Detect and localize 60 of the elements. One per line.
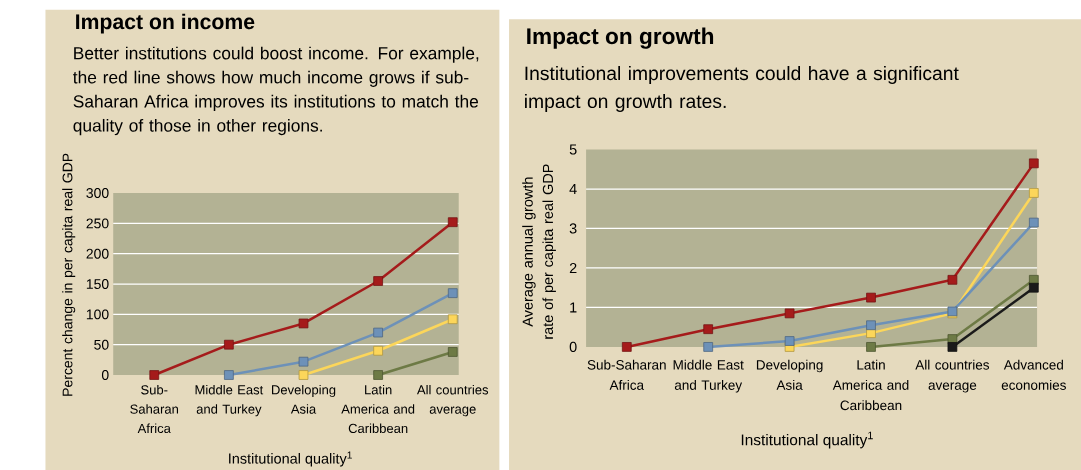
y-tick-label: 2	[569, 262, 577, 273]
x-tick-label: Latin America and Caribbean	[832, 359, 909, 410]
x-tick-label: Developing Asia	[272, 384, 336, 414]
point	[224, 370, 234, 380]
point	[621, 341, 632, 352]
point	[703, 324, 714, 334]
point	[298, 356, 309, 367]
y-tick-label: 4	[569, 183, 577, 194]
point	[373, 276, 383, 286]
x-axis-title: Institutional quality$^{1}$	[741, 431, 873, 449]
chart-subtitle: Better institutions could boost income. For example, the red line shows how much income grows if sub-Saharan Africa improves its institutions to match the quality of those in other regions.	[73, 46, 479, 135]
x-tick-label: Sub-Saharan Africa	[130, 384, 179, 433]
y-axis-title: Percent change in per capita real GDP	[62, 153, 76, 396]
point	[298, 370, 309, 380]
x-tick-label: Developing Asia	[756, 359, 823, 390]
y-tick-label: 200	[86, 248, 109, 259]
point	[947, 341, 958, 352]
point	[1028, 187, 1039, 198]
chart-title: Impact on income	[76, 13, 255, 34]
point	[447, 288, 458, 298]
y-tick-label: 3	[569, 223, 577, 234]
point	[947, 274, 958, 285]
x-tick-label: Middle East and Turkey	[673, 359, 744, 393]
point	[703, 341, 714, 352]
y-tick-label: 150	[86, 278, 109, 289]
point	[1028, 158, 1039, 169]
y-tick-label: 250	[86, 218, 109, 229]
x-tick-label: All countries average	[915, 359, 990, 393]
y-tick-label: 1	[570, 302, 577, 313]
x-tick-label: Sub-Saharan Africa	[587, 359, 666, 390]
point	[1028, 217, 1039, 228]
point	[784, 336, 795, 346]
x-tick-label: Latin America and Caribbean	[341, 384, 415, 433]
point	[149, 370, 160, 380]
chart-subtitle: Institutional improvements could have a significant impact on growth rates.	[525, 65, 959, 112]
x-tick-label: Advanced economies	[1001, 359, 1066, 390]
chart-title: Impact on growth	[527, 27, 714, 49]
y-tick-label: 0	[101, 369, 109, 380]
point	[447, 346, 458, 357]
point	[447, 314, 458, 324]
point	[866, 341, 876, 352]
y-tick-label: 300	[86, 187, 109, 198]
point	[1028, 282, 1039, 293]
point	[447, 217, 458, 227]
x-axis-title: Institutional quality$^{1}$	[229, 451, 352, 467]
point	[224, 339, 234, 350]
point	[298, 318, 309, 329]
point	[373, 370, 383, 380]
point	[373, 327, 383, 338]
point	[373, 345, 383, 356]
y-tick-label: 5	[569, 144, 577, 155]
x-tick-label: All countries average	[416, 384, 489, 417]
point	[866, 292, 876, 303]
point	[784, 308, 795, 319]
y-tick-label: 0	[569, 341, 577, 352]
y-tick-label: 50	[94, 339, 109, 350]
y-axis-title: Average annual growth rate of per capita real GDP	[522, 164, 556, 339]
x-tick-label: Middle East and Turkey	[195, 384, 264, 417]
y-tick-label: 100	[86, 309, 109, 320]
point	[866, 320, 876, 330]
